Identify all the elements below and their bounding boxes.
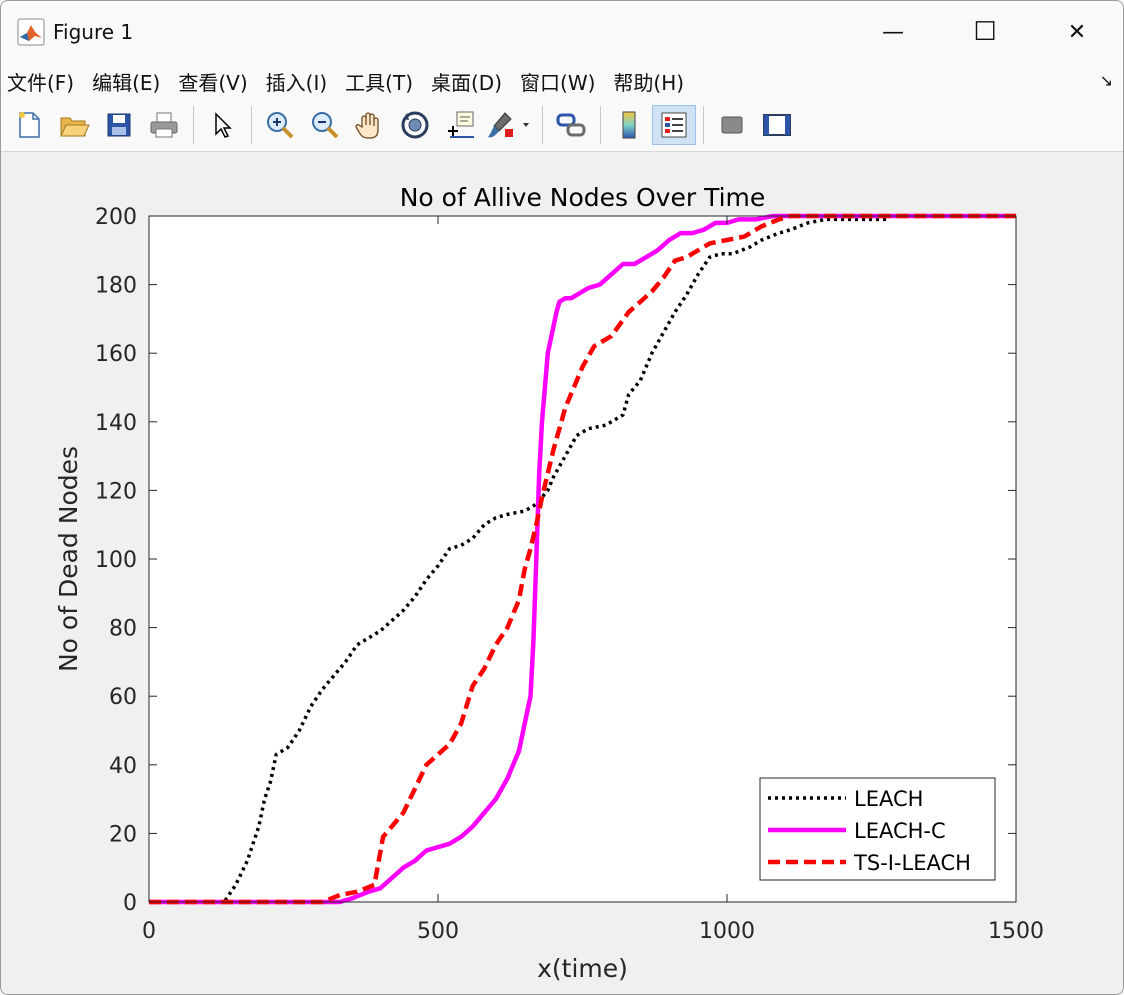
legend-label-ts-i-leach: TS-I-LEACH [853, 851, 971, 875]
y-tick-label: 80 [109, 617, 137, 642]
legend-label-leach-c: LEACH-C [854, 819, 946, 843]
save-button[interactable] [97, 105, 141, 145]
toolbar-separator [193, 106, 194, 144]
y-tick-label: 60 [109, 685, 137, 710]
x-axis-label: x(time) [537, 954, 628, 983]
y-tick-label: 20 [109, 822, 137, 847]
minimize-icon: — [882, 19, 904, 45]
close-button[interactable]: ✕ [1031, 1, 1123, 63]
rotate-3d-icon [401, 111, 429, 139]
menu-window[interactable]: 窗口(W) [520, 70, 596, 95]
zoom-out-icon [312, 112, 339, 139]
print-icon [150, 112, 178, 138]
menu-help[interactable]: 帮助(H) [613, 70, 685, 95]
menu-edit[interactable]: 编辑(E) [92, 70, 161, 95]
show-plot-tools-icon [763, 114, 791, 136]
edit-plot-button[interactable] [200, 105, 244, 145]
brush-icon [488, 112, 529, 138]
y-axis-label: No of Dead Nodes [54, 446, 83, 672]
open-file-icon [60, 117, 90, 137]
link-plot-icon [556, 113, 586, 137]
y-tick-label: 100 [95, 548, 137, 573]
menu-view[interactable]: 查看(V) [178, 70, 248, 95]
chart-title: No of Allive Nodes Over Time [400, 183, 766, 212]
x-tick-label: 1000 [699, 919, 755, 944]
series-line-ts-i-leach [149, 213, 1016, 905]
rotate-3d-button[interactable] [393, 105, 437, 145]
x-tick-label: 0 [142, 919, 156, 944]
y-tick-label: 40 [109, 754, 137, 779]
toolbar-separator [703, 106, 704, 144]
legend-icon [661, 112, 687, 138]
window-controls: — ☐ ✕ [847, 1, 1123, 63]
y-tick-label: 160 [95, 342, 137, 367]
data-cursor-button[interactable] [438, 105, 482, 145]
line-chart: 0 500 1000 1500020406080100120140160180200 … [54, 183, 1044, 983]
edit-plot-arrow-icon [215, 112, 232, 138]
toolbar [1, 99, 1123, 152]
data-cursor-icon [448, 111, 474, 138]
close-icon: ✕ [1067, 19, 1087, 45]
x-tick-label: 1500 [988, 919, 1044, 944]
x-tick-label: 500 [417, 919, 459, 944]
y-tick-label: 120 [95, 479, 137, 504]
minimize-button[interactable]: — [847, 1, 939, 63]
y-tick-label: 180 [95, 274, 137, 299]
menu-desktop[interactable]: 桌面(D) [431, 70, 503, 95]
insert-colorbar-button[interactable] [607, 105, 651, 145]
save-icon [107, 113, 131, 137]
y-tick-label: 0 [123, 891, 137, 916]
show-plot-tools-button[interactable] [755, 105, 799, 145]
zoom-in-button[interactable] [258, 105, 302, 145]
y-tick-label: 200 [95, 205, 137, 230]
pan-hand-icon [355, 112, 379, 139]
title-bar[interactable]: Figure 1 — ☐ ✕ [1, 1, 1123, 63]
menu-bar: 文件(F) 编辑(E) 查看(V) 插入(I) 工具(T) 桌面(D) 窗口(W… [1, 63, 1123, 99]
colorbar-icon [622, 111, 636, 139]
open-file-button[interactable] [52, 105, 96, 145]
maximize-icon: ☐ [973, 17, 997, 47]
new-figure-button[interactable] [7, 105, 51, 145]
new-figure-icon [19, 112, 40, 138]
print-button[interactable] [142, 105, 186, 145]
y-tick-label: 140 [95, 411, 137, 436]
menu-insert[interactable]: 插入(I) [265, 70, 328, 95]
hide-plot-tools-button[interactable] [710, 105, 754, 145]
series-line-leach-c [149, 213, 1016, 905]
legend-label-leach: LEACH [854, 787, 923, 811]
series-line-leach [149, 217, 889, 904]
brush-button[interactable] [483, 105, 535, 145]
toolbar-separator [251, 106, 252, 144]
zoom-in-icon [267, 112, 294, 139]
dock-arrow-icon[interactable]: ↘ [1099, 71, 1113, 90]
toolbar-separator [542, 106, 543, 144]
pan-button[interactable] [348, 105, 392, 145]
hide-plot-tools-icon [721, 116, 743, 134]
insert-legend-button[interactable] [652, 105, 696, 145]
menu-tools[interactable]: 工具(T) [345, 70, 413, 95]
figure-canvas: 0 500 1000 1500 0 20 40 60 80 100 120 140 160 180 200 … [1, 153, 1123, 994]
toolbar-separator [600, 106, 601, 144]
zoom-out-button[interactable] [303, 105, 347, 145]
menu-file[interactable]: 文件(F) [7, 70, 75, 95]
matlab-logo-icon [17, 18, 45, 46]
legend[interactable]: LEACH LEACH-C TS-I-LEACH [759, 777, 996, 881]
link-plot-button[interactable] [549, 105, 593, 145]
maximize-button[interactable]: ☐ [939, 1, 1031, 63]
window-title: Figure 1 [53, 20, 134, 44]
ticks-layer: 0 500 1000 1500 0 20 40 60 80 100 120 140 160 180 200 [95, 205, 1044, 944]
